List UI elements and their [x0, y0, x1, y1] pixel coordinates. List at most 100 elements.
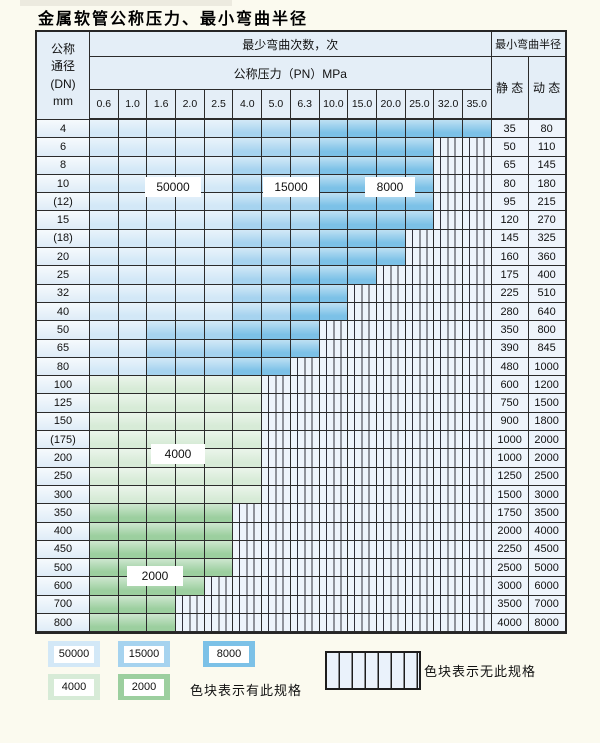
- static-radius-cell: 600: [491, 376, 529, 395]
- dn-cell: (18): [37, 229, 90, 249]
- no-spec-cell: [462, 174, 492, 194]
- no-spec-cell: [319, 357, 349, 377]
- cycle-spec-cell: [147, 120, 177, 139]
- cycle-spec-cell: [405, 193, 435, 212]
- no-spec-cell: [434, 138, 463, 157]
- cycle-spec-cell: [233, 248, 263, 267]
- cycle-spec-cell: [405, 156, 435, 175]
- cycle-spec-cell: [176, 302, 205, 322]
- static-column-header: 静 态: [491, 57, 529, 120]
- no-spec-cell: [376, 614, 406, 633]
- cycle-spec-cell: [118, 321, 148, 340]
- no-spec-cell: [319, 431, 349, 450]
- cycle-spec-cell: [204, 248, 234, 267]
- static-radius-cell: 280: [491, 302, 529, 322]
- no-spec-cell: [434, 614, 463, 633]
- cycle-spec-cell: [319, 156, 349, 175]
- static-radius-cell: 35: [491, 120, 529, 139]
- cycle-spec-cell: [176, 284, 205, 303]
- no-spec-cell: [376, 431, 406, 450]
- cycle-spec-cell: [319, 266, 349, 285]
- no-spec-cell: [262, 559, 291, 578]
- static-radius-cell: 1250: [491, 467, 529, 486]
- no-spec-cell: [348, 321, 377, 340]
- no-spec-cell: [405, 595, 435, 615]
- no-spec-cell: [348, 339, 377, 358]
- cycle-spec-cell: [290, 266, 320, 285]
- no-spec-cell: [319, 467, 349, 486]
- cycle-spec-cell: [348, 156, 377, 175]
- dynamic-radius-cell: 145: [528, 156, 565, 175]
- no-spec-cell: [319, 595, 349, 615]
- dn-cell: (12): [37, 193, 90, 212]
- dynamic-radius-cell: 6000: [528, 577, 565, 596]
- no-spec-cell: [348, 394, 377, 413]
- cycle-spec-cell: [90, 302, 119, 322]
- no-spec-cell: [434, 376, 463, 395]
- no-spec-cell: [262, 577, 291, 596]
- no-spec-cell: [348, 504, 377, 523]
- cycle-spec-cell: [233, 339, 263, 358]
- cycle-spec-cell: [204, 193, 234, 212]
- cycle-spec-cell: [147, 522, 177, 541]
- dynamic-radius-cell: 2000: [528, 449, 565, 468]
- dn-cell: 4: [37, 120, 90, 139]
- cycle-spec-cell: [233, 266, 263, 285]
- cycle-spec-cell: [319, 211, 349, 230]
- cycle-spec-cell: [204, 266, 234, 285]
- cycle-spec-cell: [90, 193, 119, 212]
- cycle-spec-cell: [147, 504, 177, 523]
- no-spec-cell: [405, 321, 435, 340]
- no-spec-cell: [462, 339, 492, 358]
- no-spec-cell: [376, 394, 406, 413]
- cycle-spec-cell: [204, 449, 234, 468]
- cycle-spec-cell: [176, 577, 205, 596]
- cycle-spec-cell: [90, 321, 119, 340]
- no-spec-cell: [204, 595, 234, 615]
- cycle-spec-cell: [204, 376, 234, 395]
- cycle-spec-cell: [176, 522, 205, 541]
- static-radius-cell: 480: [491, 357, 529, 377]
- zone-label-50000: 50000: [145, 177, 201, 197]
- dn-header-line: mm: [53, 93, 73, 108]
- no-spec-cell: [319, 449, 349, 468]
- cycle-spec-cell: [204, 431, 234, 450]
- cycle-spec-cell: [176, 540, 205, 560]
- cycle-spec-cell: [434, 120, 463, 139]
- cycle-spec-cell: [204, 394, 234, 413]
- no-spec-cell: [405, 577, 435, 596]
- dynamic-radius-cell: 270: [528, 211, 565, 230]
- cycle-spec-cell: [204, 485, 234, 505]
- dynamic-radius-cell: 400: [528, 266, 565, 285]
- no-spec-cell: [290, 614, 320, 633]
- no-spec-cell: [290, 449, 320, 468]
- cycle-spec-cell: [118, 504, 148, 523]
- cycle-spec-cell: [118, 431, 148, 450]
- no-spec-cell: [290, 577, 320, 596]
- no-spec-cell: [319, 504, 349, 523]
- dynamic-radius-cell: 2000: [528, 431, 565, 450]
- dynamic-radius-cell: 8000: [528, 614, 565, 633]
- page-title: 金属软管公称压力、最小弯曲半径: [38, 9, 309, 28]
- static-radius-cell: 225: [491, 284, 529, 303]
- cycle-spec-cell: [147, 412, 177, 432]
- no-spec-cell: [462, 266, 492, 285]
- no-spec-cell: [290, 559, 320, 578]
- dn-cell: 450: [37, 540, 90, 560]
- cycle-spec-cell: [90, 431, 119, 450]
- no-spec-cell: [434, 577, 463, 596]
- cycle-spec-cell: [348, 248, 377, 267]
- no-spec-cell: [290, 467, 320, 486]
- dynamic-radius-cell: 180: [528, 174, 565, 194]
- cycle-spec-cell: [462, 120, 492, 139]
- cycle-spec-cell: [290, 302, 320, 322]
- no-spec-cell: [290, 394, 320, 413]
- no-spec-cell: [462, 248, 492, 267]
- cycle-spec-cell: [290, 339, 320, 358]
- zone-label-4000: 4000: [151, 444, 205, 464]
- cycle-spec-cell: [204, 120, 234, 139]
- no-spec-cell: [233, 577, 263, 596]
- cycle-spec-cell: [319, 174, 349, 194]
- cycle-spec-cell: [204, 559, 234, 578]
- dynamic-radius-cell: 510: [528, 284, 565, 303]
